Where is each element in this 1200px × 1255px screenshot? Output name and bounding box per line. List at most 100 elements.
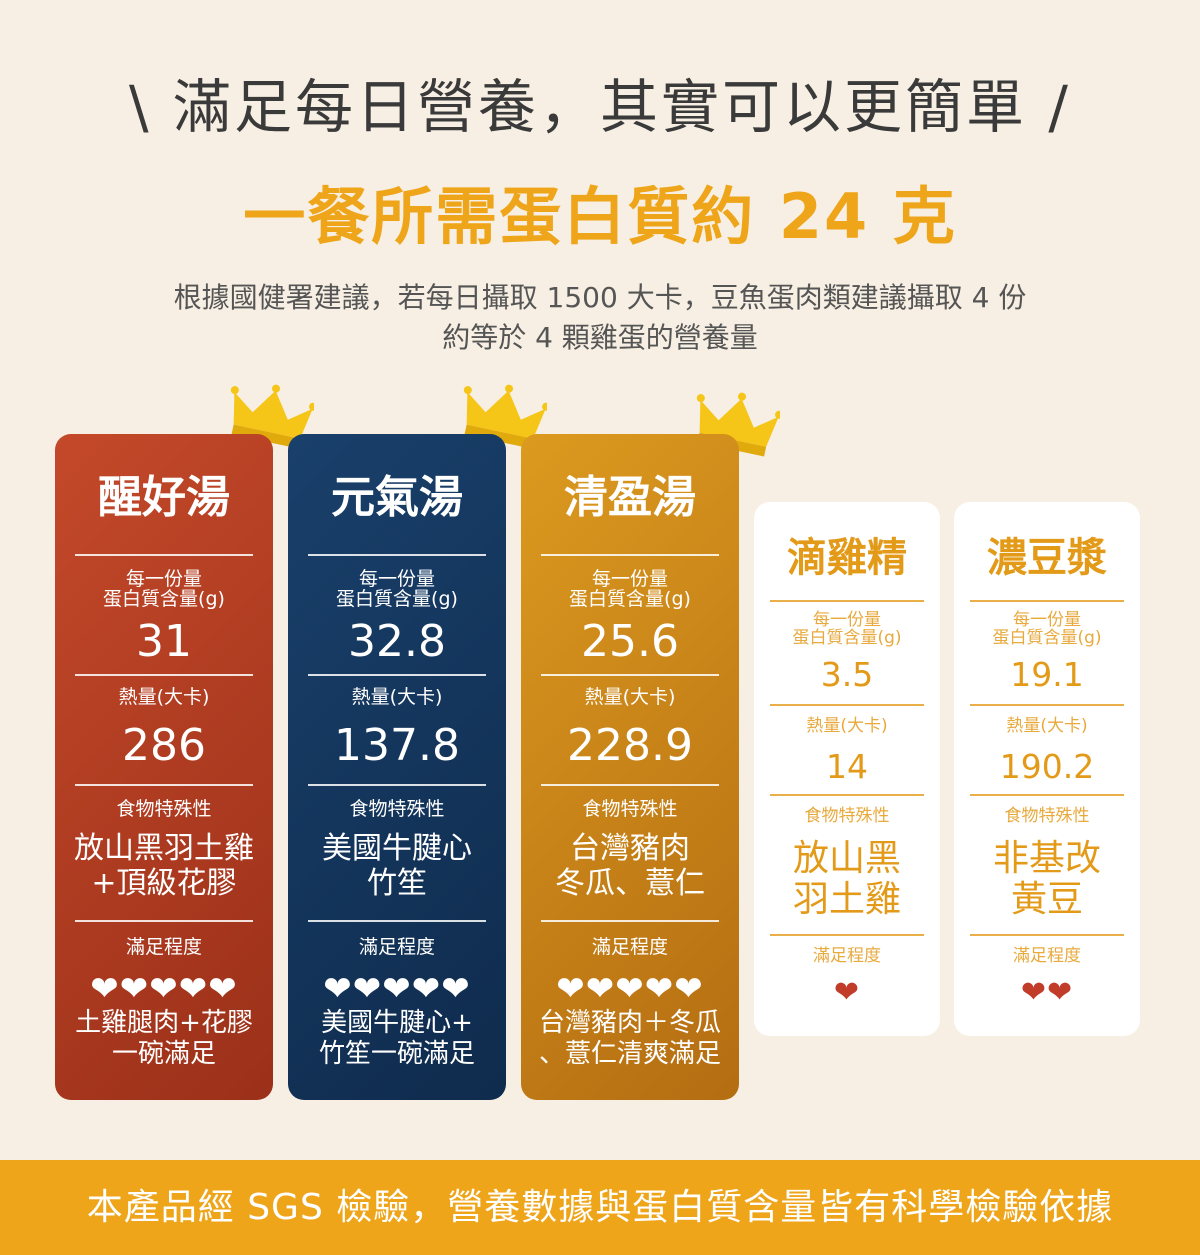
note-line2: 一碗滿足 [111, 1039, 216, 1070]
heart-icon: ❤❤ [1020, 975, 1074, 1010]
heart-icon: ❤ [833, 975, 861, 1010]
protein-label-line1: 每一份量 [125, 568, 202, 590]
feature-line2: +頂級花膠 [91, 865, 237, 901]
divider [970, 934, 1124, 936]
satisfaction-label: 滿足程度 [813, 946, 881, 966]
protein-label: 每一份量 蛋白質含量(g) [288, 568, 506, 610]
divider [770, 794, 924, 796]
protein-value: 32.8 [348, 616, 446, 667]
protein-label: 每一份量 蛋白質含量(g) [521, 568, 739, 610]
satisfaction-note: 美國牛腱心+ 竹笙一碗滿足 [288, 1008, 506, 1070]
description-line-2: 約等於 4 顆雞蛋的營養量 [442, 321, 758, 354]
satisfaction-label: 滿足程度 [358, 936, 435, 958]
divider [770, 600, 924, 602]
feature-text: 非基改 黃豆 [954, 838, 1140, 921]
satisfaction-note: 台灣豬肉＋冬瓜 、薏仁清爽滿足 [521, 1008, 739, 1070]
product-name: 醒好湯 [98, 472, 230, 523]
divider [75, 784, 253, 786]
protein-label: 每一份量 蛋白質含量(g) [754, 610, 940, 648]
feature-label: 食物特殊性 [804, 806, 890, 826]
calories-value: 14 [826, 747, 868, 786]
calories-label: 熱量(大卡) [584, 686, 676, 708]
note-line2: 竹笙一碗滿足 [318, 1039, 475, 1070]
product-name: 清盈湯 [564, 472, 696, 523]
divider [770, 934, 924, 936]
feature-label: 食物特殊性 [582, 798, 678, 820]
protein-label-line1: 每一份量 [358, 568, 435, 590]
calories-value: 228.9 [567, 720, 693, 771]
calories-value: 137.8 [334, 720, 460, 771]
divider [75, 920, 253, 922]
protein-label-line2: 蛋白質含量(g) [992, 627, 1102, 648]
protein-label-line2: 蛋白質含量(g) [569, 587, 691, 610]
satisfaction-label: 滿足程度 [591, 936, 668, 958]
protein-value: 19.1 [1010, 655, 1084, 694]
divider [970, 600, 1124, 602]
divider [75, 554, 253, 556]
product-card-xinghao: 醒好湯 每一份量 蛋白質含量(g) 31 熱量(大卡) 286 食物特殊性 放山… [55, 434, 273, 1100]
divider [308, 920, 486, 922]
protein-label: 每一份量 蛋白質含量(g) [55, 568, 273, 610]
feature-line2: 羽土雞 [792, 879, 901, 921]
satisfaction-label: 滿足程度 [125, 936, 202, 958]
product-name: 濃豆漿 [987, 535, 1107, 581]
divider [308, 554, 486, 556]
calories-value: 190.2 [999, 747, 1095, 786]
note-line1: 土雞腿肉+花膠 [75, 1008, 253, 1038]
feature-line1: 放山黑羽土雞 [74, 831, 254, 866]
calories-label: 熱量(大卡) [806, 716, 888, 736]
note-line1: 台灣豬肉＋冬瓜 [538, 1008, 721, 1038]
protein-value: 31 [136, 616, 192, 667]
heart-icon: ❤❤❤❤❤ [90, 969, 238, 1009]
feature-text: 台灣豬肉 冬瓜、薏仁 [521, 831, 739, 901]
protein-value: 3.5 [820, 655, 874, 694]
divider [75, 674, 253, 676]
divider [970, 704, 1124, 706]
note-line1: 美國牛腱心+ [321, 1008, 473, 1038]
footer-banner: 本產品經 SGS 檢驗，營養數據與蛋白質含量皆有科學檢驗依據 [0, 1160, 1200, 1255]
feature-text: 放山黑 羽土雞 [754, 838, 940, 921]
description-line-1: 根據國健署建議，若每日攝取 1500 大卡，豆魚蛋肉類建議攝取 4 份 [173, 281, 1027, 314]
feature-text: 美國牛腱心 竹笙 [288, 831, 506, 901]
product-card-soy-milk: 濃豆漿 每一份量 蛋白質含量(g) 19.1 熱量(大卡) 190.2 食物特殊… [954, 502, 1140, 1036]
protein-label-line1: 每一份量 [591, 568, 668, 590]
feature-text: 放山黑羽土雞 +頂級花膠 [55, 831, 273, 901]
product-card-chicken-essence: 滴雞精 每一份量 蛋白質含量(g) 3.5 熱量(大卡) 14 食物特殊性 放山… [754, 502, 940, 1036]
heart-icon: ❤❤❤❤❤ [323, 969, 471, 1009]
divider [541, 920, 719, 922]
protein-label-line1: 每一份量 [1013, 610, 1081, 630]
divider [770, 704, 924, 706]
protein-label-line2: 蛋白質含量(g) [103, 587, 225, 610]
calories-label: 熱量(大卡) [351, 686, 443, 708]
protein-label-line1: 每一份量 [813, 610, 881, 630]
divider [541, 784, 719, 786]
divider [541, 554, 719, 556]
calories-label: 熱量(大卡) [1006, 716, 1088, 736]
calories-value: 286 [122, 720, 206, 771]
feature-label: 食物特殊性 [1004, 806, 1090, 826]
divider [970, 794, 1124, 796]
product-name: 滴雞精 [787, 535, 907, 581]
divider [308, 674, 486, 676]
note-line2: 、薏仁清爽滿足 [538, 1039, 721, 1070]
heart-icon: ❤❤❤❤❤ [556, 969, 704, 1009]
protein-label-line2: 蛋白質含量(g) [792, 627, 902, 648]
feature-line2: 冬瓜、薏仁 [555, 865, 705, 901]
protein-label-line2: 蛋白質含量(g) [336, 587, 458, 610]
feature-line1: 台灣豬肉 [570, 831, 690, 866]
feature-label: 食物特殊性 [116, 798, 212, 820]
feature-line2: 黃豆 [1010, 879, 1083, 921]
satisfaction-label: 滿足程度 [1013, 946, 1081, 966]
product-card-yuanqi: 元氣湯 每一份量 蛋白質含量(g) 32.8 熱量(大卡) 137.8 食物特殊… [288, 434, 506, 1100]
protein-label: 每一份量 蛋白質含量(g) [954, 610, 1140, 648]
page-title: \ 滿足每日營養，其實可以更簡單 / [129, 73, 1071, 141]
divider [541, 674, 719, 676]
feature-line1: 美國牛腱心 [322, 831, 472, 866]
feature-label: 食物特殊性 [349, 798, 445, 820]
page-subtitle: 一餐所需蛋白質約 24 克 [243, 180, 957, 253]
page-description: 根據國健署建議，若每日攝取 1500 大卡，豆魚蛋肉類建議攝取 4 份 約等於 … [0, 278, 1200, 358]
product-card-qingying: 清盈湯 每一份量 蛋白質含量(g) 25.6 熱量(大卡) 228.9 食物特殊… [521, 434, 739, 1100]
divider [308, 784, 486, 786]
feature-line1: 放山黑 [792, 838, 901, 879]
satisfaction-note: 土雞腿肉+花膠 一碗滿足 [55, 1008, 273, 1070]
